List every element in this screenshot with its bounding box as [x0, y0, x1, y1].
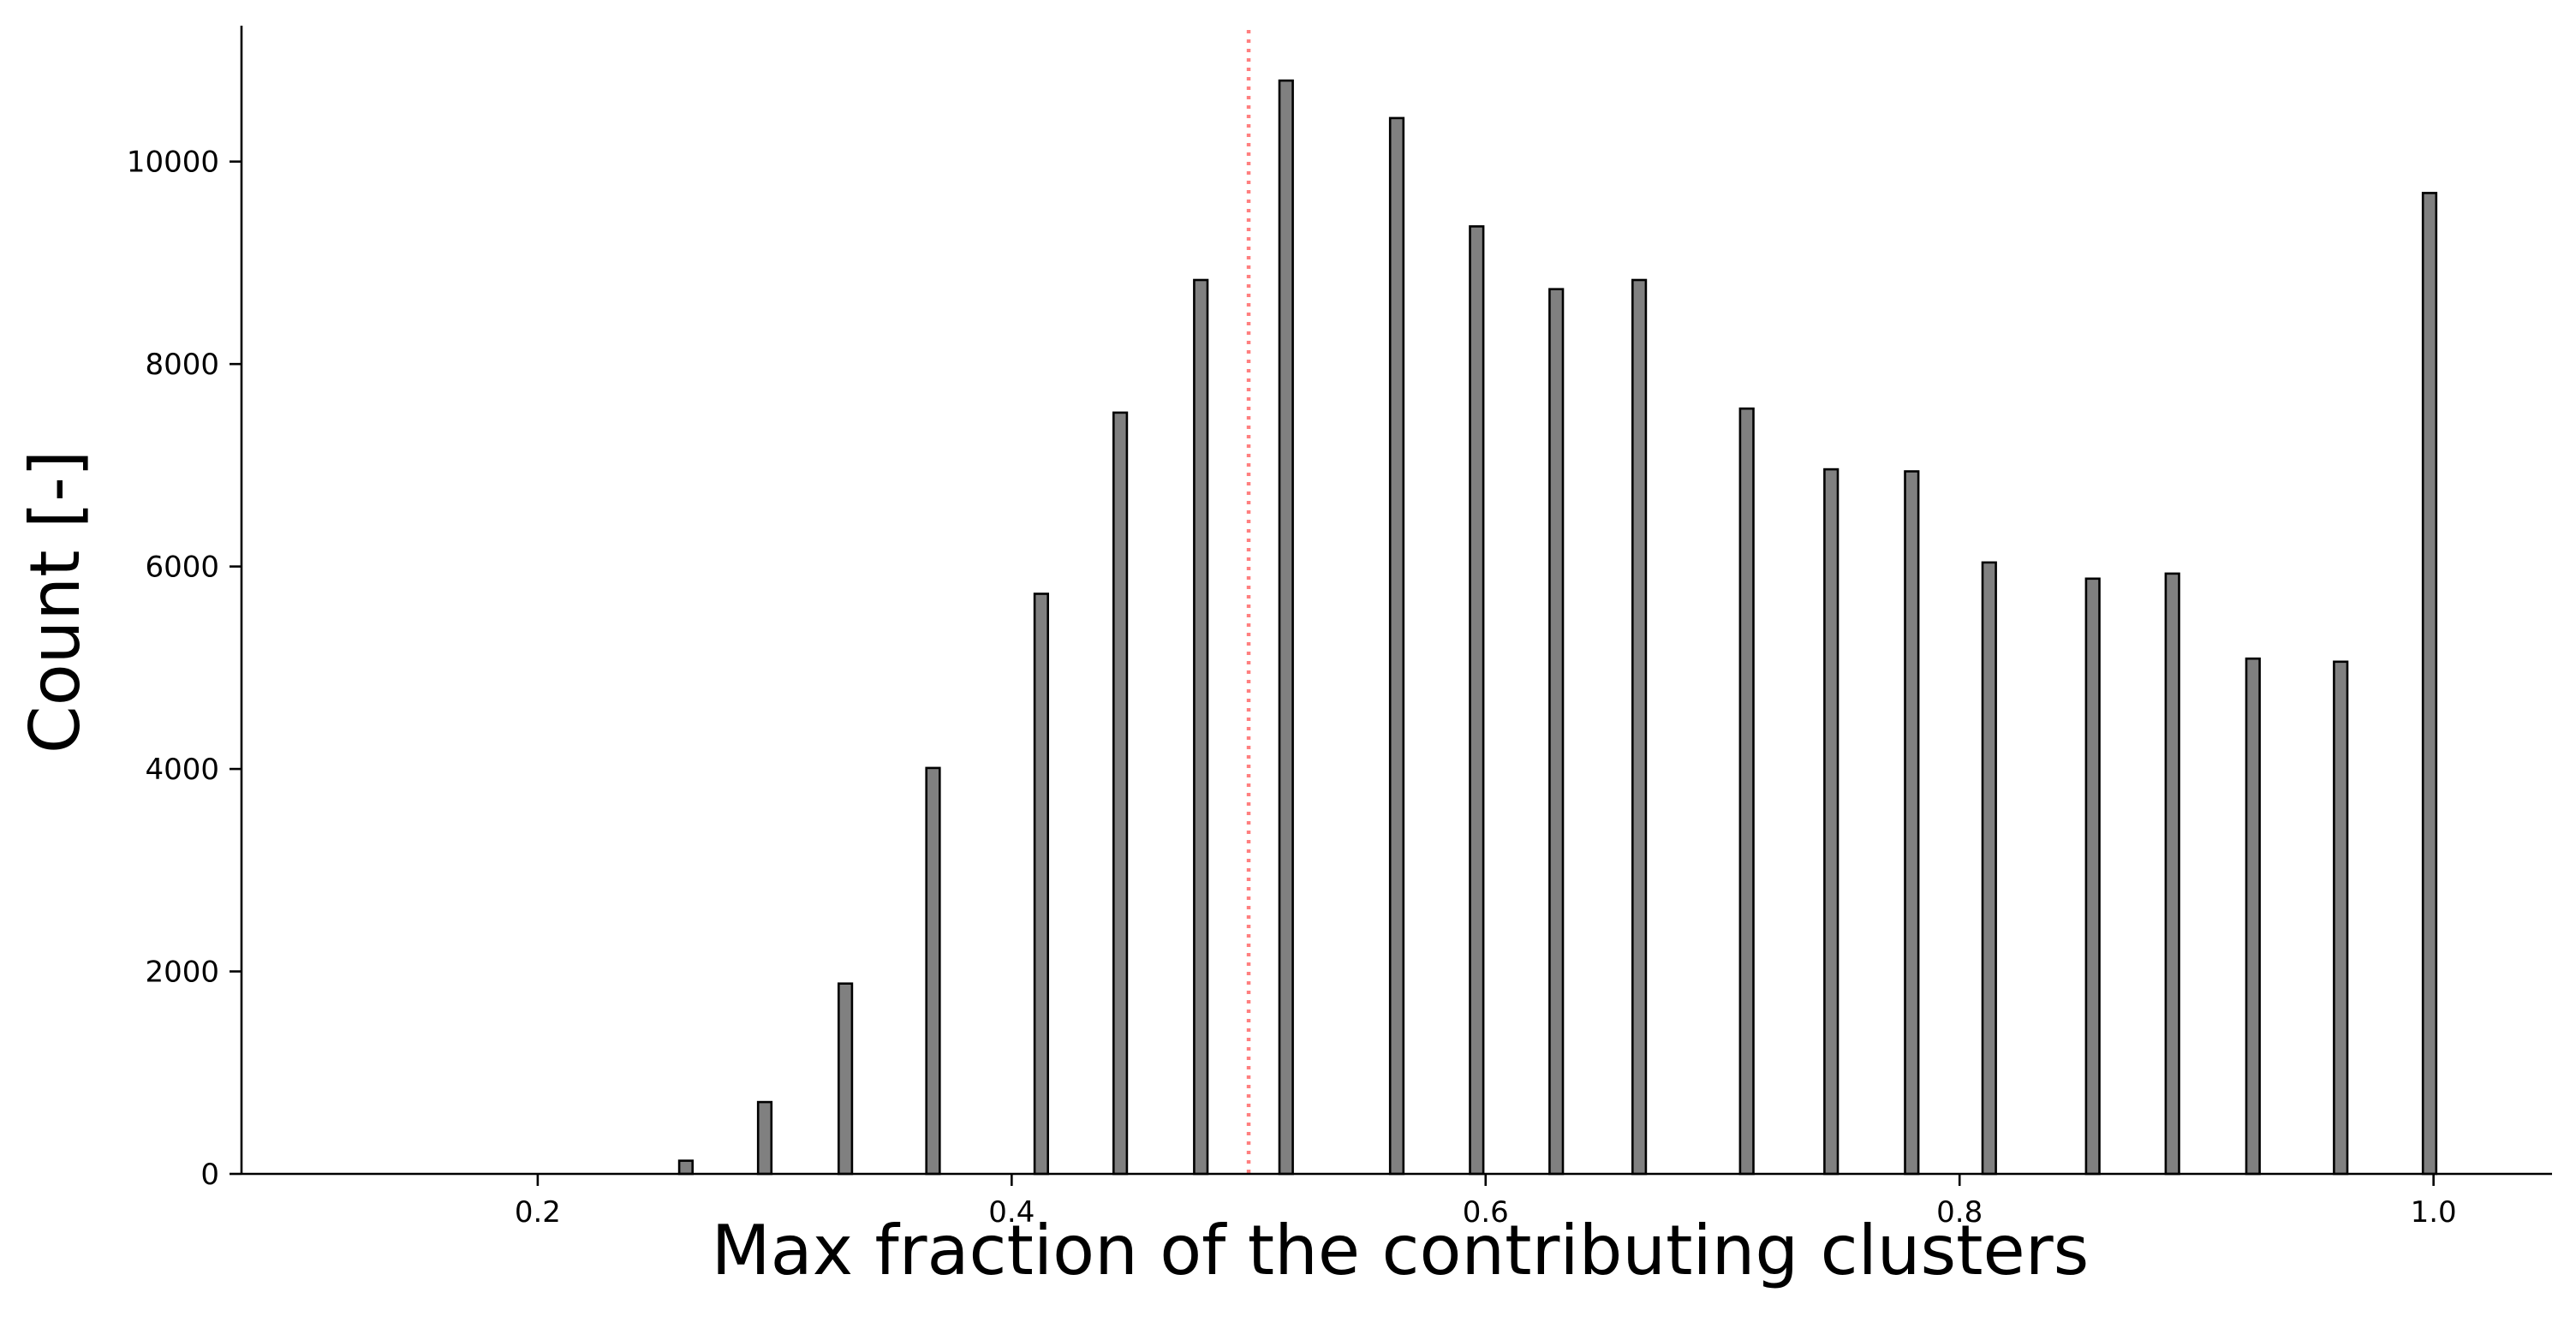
histogram-bar [1823, 468, 1840, 1176]
x-tick-label: 0.2 [515, 1195, 561, 1230]
axes-layer [240, 26, 2552, 1176]
y-tick-label: 0 [200, 1158, 219, 1192]
x-tick-label: 0.8 [1936, 1195, 1983, 1230]
histogram-bar [677, 1159, 694, 1176]
histogram-bar [1278, 79, 1294, 1176]
histogram-bar [2164, 572, 2180, 1176]
histogram-bar [837, 982, 854, 1176]
histogram-bar [1388, 116, 1405, 1176]
histogram-bar [1112, 411, 1129, 1176]
y-tick-label: 2000 [145, 956, 219, 990]
histogram-bar [1548, 288, 1565, 1176]
histogram-bar [2421, 192, 2438, 1176]
histogram-bar [756, 1100, 773, 1176]
x-axis-label: Max fraction of the contributing cluster… [712, 1211, 2090, 1290]
x-tick-label: 0.4 [988, 1195, 1035, 1230]
bars-layer [677, 79, 2438, 1176]
y-tick-label: 10000 [127, 146, 219, 180]
histogram-bar [1033, 593, 1049, 1176]
y-tick-label: 4000 [145, 753, 219, 787]
ticks-layer: 0.2 0.4 0.6 0.8 1.0 0 2000 4000 6000 8000 10000 [127, 146, 2457, 1230]
histogram-bar [1904, 470, 1920, 1176]
y-axis-label: Count [-] [15, 450, 95, 753]
histogram-bar [2084, 577, 2101, 1176]
histogram-bar [1738, 407, 1755, 1176]
histogram-bar [1981, 561, 1997, 1176]
histogram-bar [2245, 657, 2261, 1176]
histogram-bar [1469, 225, 1485, 1176]
histogram-bar [1193, 278, 1209, 1176]
histogram-bar [1631, 278, 1648, 1176]
histogram-bar [925, 766, 941, 1176]
histogram-bar [2333, 660, 2349, 1176]
x-tick-label: 0.6 [1463, 1195, 1509, 1230]
x-tick-label: 1.0 [2411, 1195, 2457, 1230]
y-tick-label: 8000 [145, 348, 219, 382]
y-tick-label: 6000 [145, 551, 219, 585]
